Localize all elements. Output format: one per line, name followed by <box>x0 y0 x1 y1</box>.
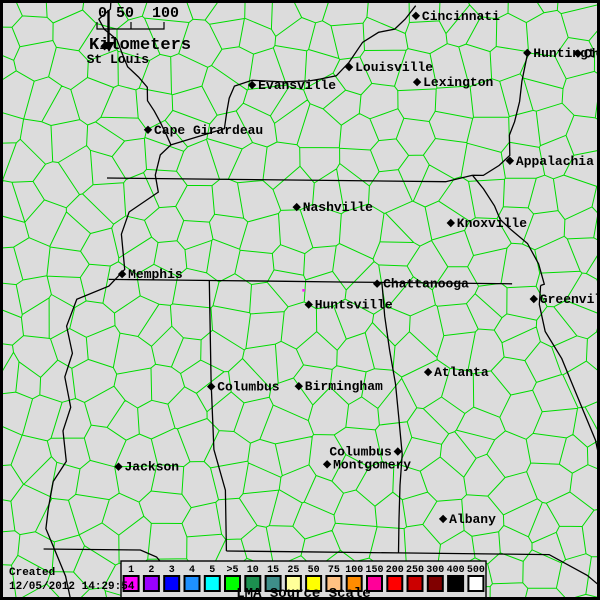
svg-text:300: 300 <box>426 565 444 576</box>
svg-text:15: 15 <box>267 565 279 576</box>
svg-text:Cincinnati: Cincinnati <box>422 9 500 24</box>
svg-text:Evansville: Evansville <box>258 78 336 93</box>
svg-text:>5: >5 <box>226 565 238 576</box>
svg-text:Created: Created <box>9 567 55 579</box>
svg-text:Chattanooga: Chattanooga <box>383 277 469 292</box>
svg-text:1: 1 <box>128 565 134 576</box>
svg-text:100: 100 <box>345 565 363 576</box>
svg-text:50: 50 <box>116 5 134 22</box>
svg-text:400: 400 <box>447 565 465 576</box>
svg-text:75: 75 <box>328 565 340 576</box>
svg-text:Albany: Albany <box>449 512 496 527</box>
svg-text:Atlanta: Atlanta <box>434 365 489 380</box>
svg-text:5: 5 <box>209 565 215 576</box>
svg-text:50: 50 <box>308 565 320 576</box>
svg-text:150: 150 <box>365 565 383 576</box>
svg-text:12/05/2012 14:29:54: 12/05/2012 14:29:54 <box>9 581 135 593</box>
svg-text:Lexington: Lexington <box>423 75 493 90</box>
svg-text:Greenville: Greenville <box>540 292 597 307</box>
svg-text:10: 10 <box>247 565 259 576</box>
svg-text:Montgomery: Montgomery <box>333 457 411 472</box>
svg-text:200: 200 <box>386 565 404 576</box>
svg-text:500: 500 <box>467 565 485 576</box>
svg-text:LMA Source Scale: LMA Source Scale <box>236 586 370 597</box>
svg-text:0: 0 <box>98 5 107 22</box>
svg-text:25: 25 <box>287 565 299 576</box>
svg-text:250: 250 <box>406 565 424 576</box>
svg-text:Nashville: Nashville <box>303 200 373 215</box>
svg-text:2: 2 <box>148 565 154 576</box>
svg-text:Columbus: Columbus <box>217 380 280 395</box>
svg-text:Jackson: Jackson <box>125 460 180 475</box>
svg-text:Knoxville: Knoxville <box>457 216 527 231</box>
svg-text:Birmingham: Birmingham <box>305 379 383 394</box>
svg-text:Huntsville: Huntsville <box>315 298 393 313</box>
svg-text:Cape Girardeau: Cape Girardeau <box>154 123 263 138</box>
svg-text:Kilometers: Kilometers <box>89 36 191 55</box>
svg-text:100: 100 <box>152 5 179 22</box>
svg-text:Memphis: Memphis <box>128 267 183 282</box>
svg-text:3: 3 <box>169 565 175 576</box>
svg-text:Louisville: Louisville <box>355 60 433 75</box>
svg-text:4: 4 <box>189 565 195 576</box>
svg-text:Charleston: Charleston <box>584 47 597 62</box>
svg-text:Appalachia: Appalachia <box>516 154 594 169</box>
